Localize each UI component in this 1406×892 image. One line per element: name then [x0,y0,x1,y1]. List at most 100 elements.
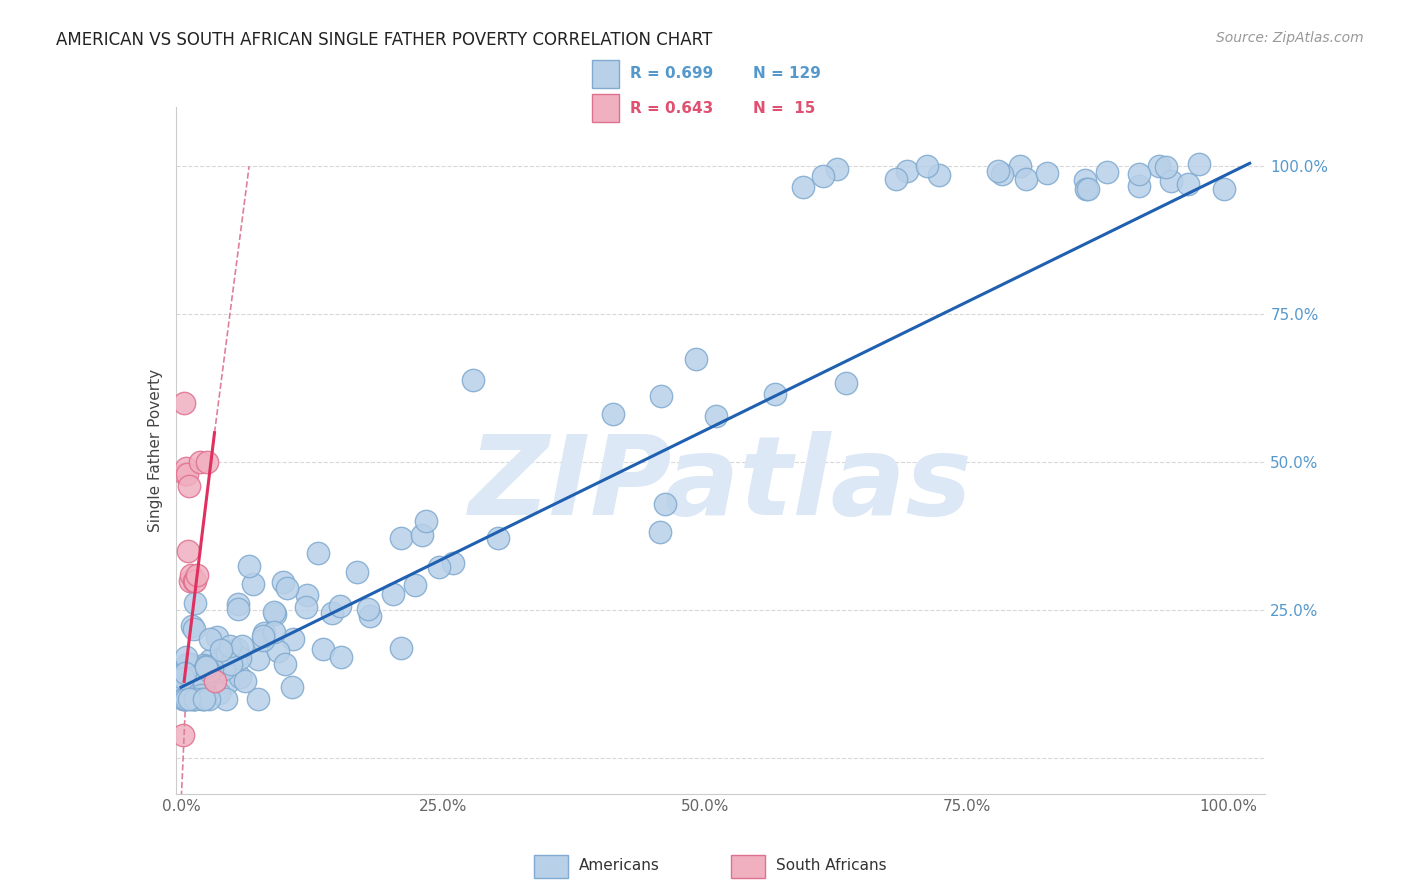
Point [184,687,207,701]
Point [685,352,707,367]
Point [242,577,264,591]
Point [987,164,1010,178]
Point [381,587,404,601]
Text: Source: ZipAtlas.com: Source: ZipAtlas.com [1216,31,1364,45]
Point [179,574,201,588]
Point [219,639,242,653]
Point [650,389,672,403]
Point [184,660,207,674]
Point [198,692,221,706]
Point [1154,160,1177,174]
Text: ZIPatlas: ZIPatlas [468,432,973,538]
Point [172,692,194,706]
Point [173,692,195,706]
Point [186,567,208,582]
Point [307,546,329,560]
Bar [534,855,568,878]
Point [283,632,305,647]
Point [427,559,450,574]
Point [263,607,285,621]
Point [174,692,197,706]
Point [179,479,201,493]
Point [297,588,319,602]
Point [183,596,205,610]
Point [180,676,202,690]
Point [1128,179,1150,194]
Point [180,619,202,633]
Point [231,639,253,653]
Point [226,602,249,616]
Point [253,626,276,640]
Point [266,644,288,658]
Point [193,675,215,690]
Y-axis label: Single Father Poverty: Single Father Poverty [148,369,163,532]
Text: AMERICAN VS SOUTH AFRICAN SINGLE FATHER POVERTY CORRELATION CHART: AMERICAN VS SOUTH AFRICAN SINGLE FATHER … [56,31,713,49]
Point [295,599,318,614]
Point [197,664,219,678]
Point [404,578,426,592]
Point [193,674,215,689]
Point [825,162,848,177]
Point [180,567,202,582]
Text: R = 0.699: R = 0.699 [630,67,713,81]
Point [1095,165,1118,179]
Point [276,581,298,595]
Point [179,657,201,672]
Point [1177,177,1199,191]
Point [357,602,380,616]
Point [177,544,200,558]
Point [281,680,304,694]
Point [183,692,205,706]
Point [183,692,205,706]
Point [217,647,239,661]
Point [198,632,221,646]
Point [194,659,217,673]
Point [229,669,252,683]
Point [177,692,200,706]
Point [174,650,197,665]
Point [183,574,205,588]
Point [193,692,215,706]
Point [200,653,222,667]
Point [263,605,285,619]
Point [928,168,950,182]
Point [252,629,274,643]
Text: N =  15: N = 15 [754,101,815,116]
Point [215,692,238,706]
Point [1008,160,1031,174]
Point [174,467,197,482]
Point [486,531,509,545]
Point [228,597,250,611]
Point [1036,166,1059,180]
Point [238,558,260,573]
Point [329,599,352,613]
Bar [592,61,619,87]
Point [463,373,485,387]
Point [650,525,672,540]
Point [174,665,197,680]
Point [1128,168,1150,182]
Point [1188,156,1211,170]
Point [415,515,437,529]
Point [173,692,195,706]
Point [271,574,294,589]
Point [1147,159,1170,173]
Point [184,692,207,706]
Point [389,641,412,656]
Point [915,159,938,173]
Bar [731,855,765,878]
Point [226,641,249,656]
Point [252,632,274,647]
Point [813,169,835,183]
Bar [592,95,619,122]
Point [1015,171,1038,186]
Text: N = 129: N = 129 [754,67,821,81]
Point [190,692,212,706]
Point [896,163,918,178]
Point [884,172,907,186]
Point [217,674,239,689]
Point [204,674,226,689]
Point [183,622,205,636]
Point [654,497,676,511]
Point [228,648,250,663]
